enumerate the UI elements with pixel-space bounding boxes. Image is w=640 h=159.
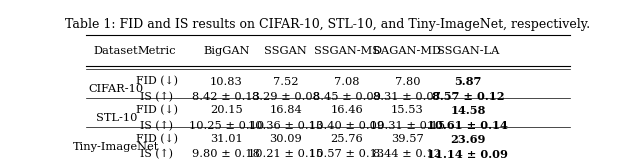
Text: FID (↓): FID (↓) xyxy=(136,105,178,115)
Text: 20.15: 20.15 xyxy=(210,105,243,115)
Text: STL-10: STL-10 xyxy=(95,113,137,123)
Text: 7.80: 7.80 xyxy=(395,76,420,86)
Text: 39.57: 39.57 xyxy=(391,134,424,144)
Text: 8.31 ± 0.07: 8.31 ± 0.07 xyxy=(373,92,442,102)
Text: 9.80 ± 0.18: 9.80 ± 0.18 xyxy=(193,149,260,159)
Text: Metric: Metric xyxy=(138,46,176,56)
Text: SSGAN-LA: SSGAN-LA xyxy=(436,46,499,56)
Text: 30.09: 30.09 xyxy=(269,134,302,144)
Text: 8.57 ± 0.12: 8.57 ± 0.12 xyxy=(431,91,504,102)
Text: 7.52: 7.52 xyxy=(273,76,299,86)
Text: SSGAN-MS: SSGAN-MS xyxy=(314,46,380,56)
Text: 10.25 ± 0.10: 10.25 ± 0.10 xyxy=(189,121,264,131)
Text: Tiny-ImageNet: Tiny-ImageNet xyxy=(73,142,159,152)
Text: 15.53: 15.53 xyxy=(391,105,424,115)
Text: 11.14 ± 0.09: 11.14 ± 0.09 xyxy=(428,149,508,159)
Text: 25.76: 25.76 xyxy=(330,134,364,144)
Text: IS (↑): IS (↑) xyxy=(140,120,173,131)
Text: DAGAN-MD: DAGAN-MD xyxy=(373,46,442,56)
Text: 10.57 ± 0.13: 10.57 ± 0.13 xyxy=(309,149,385,159)
Text: 8.29 ± 0.08: 8.29 ± 0.08 xyxy=(252,92,320,102)
Text: Table 1: FID and IS results on CIFAR-10, STL-10, and Tiny-ImageNet, respectively: Table 1: FID and IS results on CIFAR-10,… xyxy=(65,18,591,31)
Text: BigGAN: BigGAN xyxy=(203,46,250,56)
Text: SSGAN: SSGAN xyxy=(264,46,307,56)
Text: 16.84: 16.84 xyxy=(269,105,302,115)
Text: FID (↓): FID (↓) xyxy=(136,134,178,144)
Text: 10.40 ± 0.09: 10.40 ± 0.09 xyxy=(309,121,385,131)
Text: FID (↓): FID (↓) xyxy=(136,76,178,87)
Text: IS (↑): IS (↑) xyxy=(140,149,173,159)
Text: 10.36 ± 0.13: 10.36 ± 0.13 xyxy=(248,121,323,131)
Text: 10.21 ± 0.15: 10.21 ± 0.15 xyxy=(248,149,323,159)
Text: 14.58: 14.58 xyxy=(450,105,486,116)
Text: CIFAR-10: CIFAR-10 xyxy=(89,84,144,94)
Text: 10.61 ± 0.14: 10.61 ± 0.14 xyxy=(428,120,508,131)
Text: IS (↑): IS (↑) xyxy=(140,92,173,102)
Text: 23.69: 23.69 xyxy=(450,134,486,145)
Text: 8.44 ± 0.12: 8.44 ± 0.12 xyxy=(373,149,442,159)
Text: 31.01: 31.01 xyxy=(210,134,243,144)
Text: Dataset: Dataset xyxy=(94,46,138,56)
Text: 16.46: 16.46 xyxy=(330,105,364,115)
Text: 5.87: 5.87 xyxy=(454,76,481,87)
Text: 7.08: 7.08 xyxy=(334,76,360,86)
Text: 10.83: 10.83 xyxy=(210,76,243,86)
Text: 10.31 ± 0.15: 10.31 ± 0.15 xyxy=(370,121,445,131)
Text: 8.45 ± 0.09: 8.45 ± 0.09 xyxy=(313,92,381,102)
Text: 8.42 ± 0.13: 8.42 ± 0.13 xyxy=(193,92,260,102)
